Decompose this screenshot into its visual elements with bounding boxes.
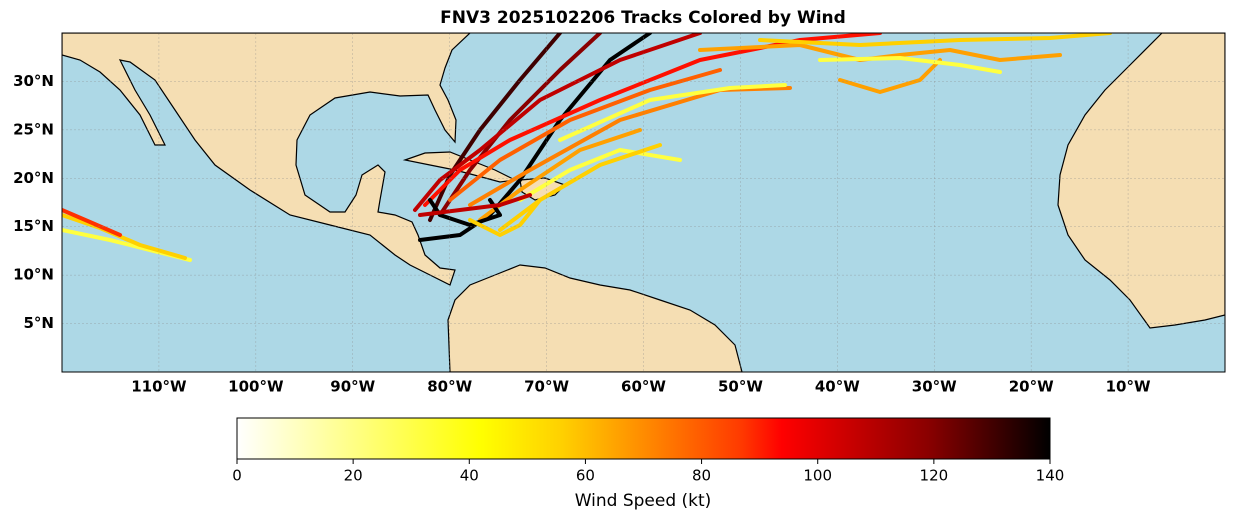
y-tick-label: 5°N: [24, 314, 55, 332]
colorbar: [236, 417, 1051, 460]
colorbar-tick-label: 60: [576, 467, 595, 485]
north-america: [62, 33, 471, 286]
colorbar-tick-label: 120: [920, 467, 949, 485]
colorbar-tick-label: 100: [803, 467, 832, 485]
x-tick-label: 20°W: [1009, 378, 1054, 396]
y-tick-label: 20°N: [13, 169, 54, 187]
y-tick-label: 15°N: [13, 217, 54, 235]
colorbar-label: Wind Speed (kt): [575, 491, 712, 511]
x-tick-label: 80°W: [427, 378, 472, 396]
africa: [1057, 33, 1225, 329]
map: [62, 33, 1225, 372]
x-tick-label: 70°W: [524, 378, 569, 396]
x-tick-label: 40°W: [815, 378, 860, 396]
map-frame: [61, 32, 1226, 373]
x-tick-label: 110°W: [131, 378, 187, 396]
land: [62, 33, 1225, 372]
grid: [62, 33, 1225, 372]
x-tick-label: 50°W: [718, 378, 763, 396]
x-tick-label: 100°W: [228, 378, 284, 396]
x-tick-label: 60°W: [621, 378, 666, 396]
y-tick-label: 10°N: [13, 266, 54, 284]
y-tick-label: 30°N: [13, 72, 54, 90]
y-tick-label: 25°N: [13, 120, 54, 138]
colorbar-tick-label: 40: [460, 467, 479, 485]
x-tick-label: 30°W: [912, 378, 957, 396]
colorbar-tick-label: 20: [344, 467, 363, 485]
south-america: [447, 264, 743, 372]
colorbar-tick-label: 0: [232, 467, 242, 485]
colorbar-tick-label: 80: [692, 467, 711, 485]
x-tick-label: 10°W: [1106, 378, 1151, 396]
x-tick-label: 90°W: [330, 378, 375, 396]
chart-title: FNV3 2025102206 Tracks Colored by Wind: [440, 8, 846, 28]
tracks: [62, 33, 1112, 262]
colorbar-tick-label: 140: [1036, 467, 1065, 485]
